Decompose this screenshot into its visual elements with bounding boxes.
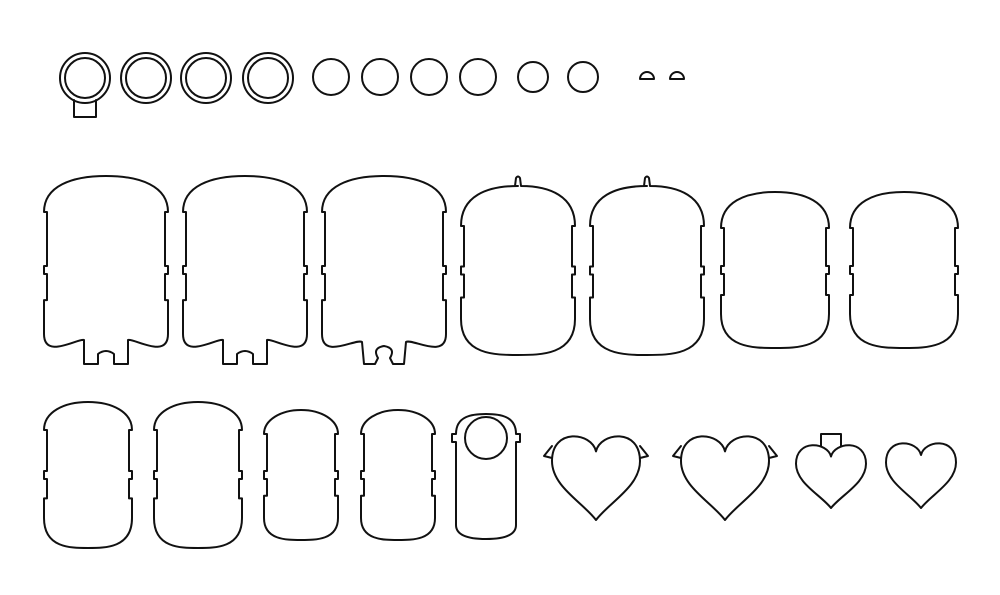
heart-with-wings-piece	[543, 435, 649, 521]
circle-piece	[312, 58, 350, 96]
ring-with-tab-piece	[59, 52, 111, 118]
small-capsule-body-piece	[43, 401, 133, 549]
pattern-row-3	[43, 401, 957, 549]
capsule-body-with-two-tabs-piece	[182, 175, 308, 365]
heart-with-wings-piece	[672, 435, 778, 521]
circle-piece	[410, 58, 448, 96]
dome-body-piece	[720, 191, 830, 349]
half-dome-piece	[639, 71, 655, 80]
circle-piece	[459, 58, 497, 96]
small-capsule-body-piece	[153, 401, 243, 549]
capsule-body-with-bow-notch-piece	[321, 175, 447, 365]
narrow-capsule-body-piece	[360, 409, 436, 541]
circle-piece	[517, 61, 549, 93]
ring-piece	[242, 52, 294, 104]
dome-body-with-nub-piece	[460, 175, 576, 356]
heart-with-top-tab-piece	[795, 433, 867, 509]
ring-piece	[180, 52, 232, 104]
circle-piece	[361, 58, 399, 96]
heart-piece	[885, 442, 957, 509]
pattern-row-2	[43, 175, 959, 365]
dome-body-piece	[849, 191, 959, 349]
circle-piece	[567, 61, 599, 93]
capsule-body-with-two-tabs-piece	[43, 175, 169, 365]
half-dome-piece	[669, 71, 685, 80]
dome-body-with-nub-piece	[589, 175, 705, 356]
narrow-capsule-body-piece	[263, 409, 339, 541]
ring-piece	[120, 52, 172, 104]
pattern-row-1	[59, 52, 685, 118]
door-hanger-piece	[451, 413, 521, 540]
